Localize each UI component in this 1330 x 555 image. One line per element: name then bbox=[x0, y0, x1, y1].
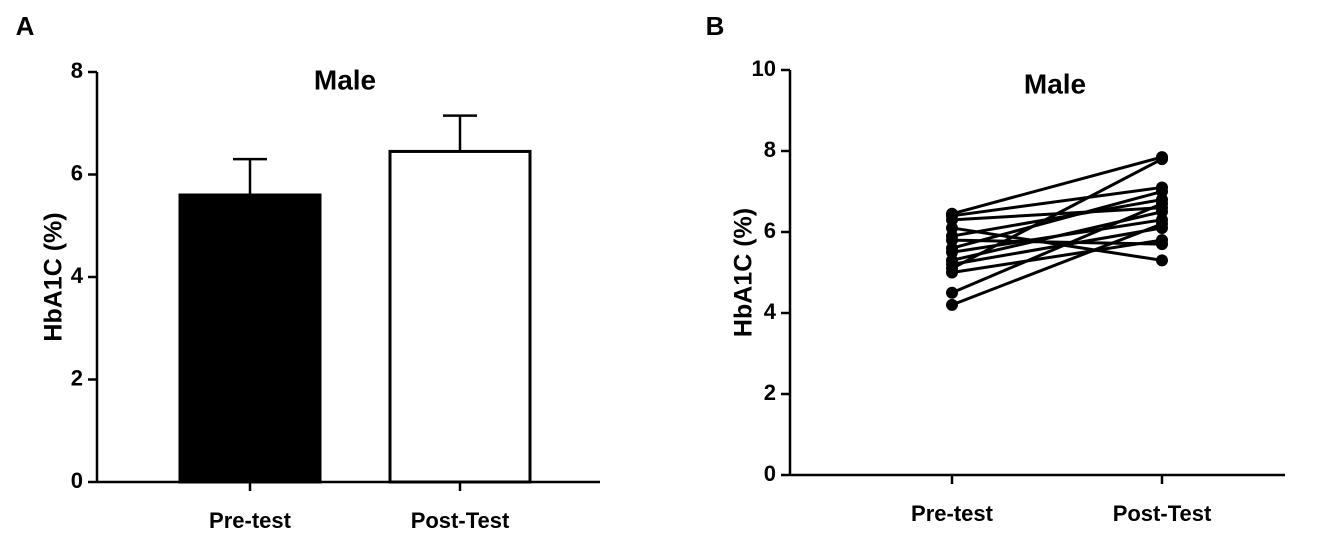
y-tick-label: 4 bbox=[71, 263, 84, 288]
x-tick-label: Pre-test bbox=[911, 501, 994, 526]
pair-line bbox=[951, 157, 1163, 270]
y-tick-label: 6 bbox=[764, 218, 776, 243]
x-tick-label: Post-Test bbox=[1113, 501, 1212, 526]
pair-line bbox=[951, 202, 1163, 295]
y-tick-label: 0 bbox=[71, 468, 83, 493]
x-tick-label: Post-Test bbox=[411, 508, 510, 533]
pair-line bbox=[951, 238, 1163, 274]
pair-line bbox=[951, 190, 1163, 250]
data-point bbox=[1156, 234, 1168, 247]
bar bbox=[178, 193, 322, 484]
y-tick-label: 10 bbox=[752, 56, 776, 81]
chart-title: Male bbox=[314, 64, 376, 95]
y-tick-label: 8 bbox=[71, 58, 83, 83]
data-point bbox=[1156, 185, 1168, 198]
y-tick-label: 6 bbox=[71, 160, 83, 185]
y-tick-label: 2 bbox=[764, 380, 776, 405]
pair-line bbox=[951, 226, 1163, 266]
data-point bbox=[946, 262, 958, 275]
pair-line bbox=[951, 238, 1163, 246]
y-axis-label: HbA1C (%) bbox=[730, 208, 758, 337]
pair-line bbox=[951, 226, 1163, 262]
pair-line bbox=[951, 155, 1163, 216]
y-axis-label: HbA1C (%) bbox=[40, 212, 68, 341]
data-point bbox=[946, 298, 958, 311]
panel-label: A bbox=[16, 11, 35, 41]
data-point bbox=[1156, 153, 1168, 166]
y-tick-label: 8 bbox=[764, 137, 776, 162]
y-tick-label: 2 bbox=[71, 365, 83, 390]
data-point bbox=[1156, 197, 1168, 210]
pair-line bbox=[951, 198, 1163, 238]
data-point bbox=[1156, 217, 1168, 230]
y-tick-label: 4 bbox=[764, 299, 777, 324]
x-tick-label: Pre-test bbox=[209, 508, 292, 533]
chart-title: Male bbox=[1024, 68, 1086, 99]
y-tick-label: 0 bbox=[764, 461, 776, 486]
pair-line bbox=[951, 185, 1163, 218]
data-point bbox=[1156, 254, 1168, 267]
data-point bbox=[946, 286, 958, 299]
panel-label: B bbox=[706, 11, 725, 41]
pair-line bbox=[951, 222, 1163, 307]
bar bbox=[388, 149, 532, 484]
